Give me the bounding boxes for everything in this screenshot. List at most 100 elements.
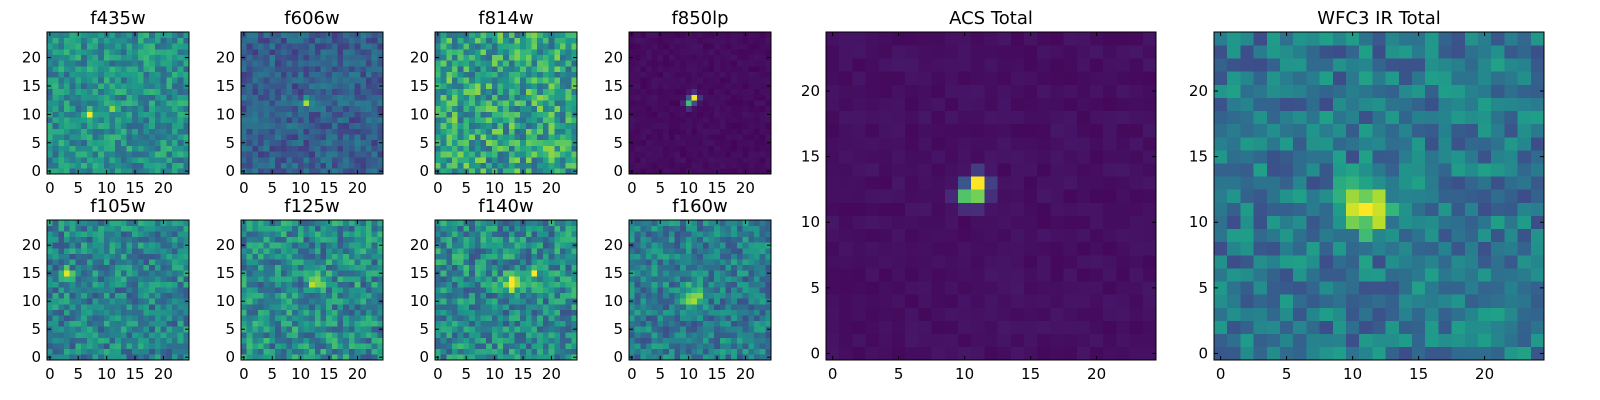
heatmap-cell <box>520 122 527 129</box>
heatmap-cell <box>565 348 572 355</box>
heatmap-cell <box>469 220 476 226</box>
heatmap-cell <box>731 309 738 316</box>
heatmap-cell <box>126 320 133 327</box>
heatmap-cell <box>171 242 178 249</box>
heatmap-cell <box>531 304 538 310</box>
heatmap-cell <box>343 225 350 232</box>
heatmap-cell <box>514 32 521 38</box>
heatmap-cell <box>177 162 184 169</box>
heatmap-cell <box>668 315 675 322</box>
heatmap-cell <box>69 139 76 146</box>
heatmap-cells <box>435 32 578 175</box>
heatmap-cell <box>634 88 641 95</box>
heatmap-cell <box>115 259 122 266</box>
heatmap-cell <box>177 105 184 112</box>
heatmap-cell <box>491 253 498 260</box>
heatmap-cell <box>92 134 99 141</box>
heatmap-cell <box>360 231 367 238</box>
heatmap-cell <box>565 54 572 61</box>
heatmap-cell <box>708 315 715 322</box>
heatmap-cell <box>303 320 310 327</box>
heatmap-cell <box>371 292 378 299</box>
heatmap-cell <box>309 343 316 350</box>
heatmap-cell <box>252 49 259 56</box>
heatmap-cell <box>166 304 173 310</box>
heatmap-cell <box>651 281 658 288</box>
heatmap-cell <box>246 315 253 322</box>
heatmap-cell <box>120 49 127 56</box>
heatmap-cell <box>166 66 173 73</box>
heatmap-cell <box>514 276 521 282</box>
heatmap-cell <box>92 60 99 67</box>
heatmap-cell <box>354 37 361 44</box>
heatmap-cell <box>292 32 299 38</box>
heatmap-cell <box>565 315 572 322</box>
heatmap-cell <box>103 37 110 44</box>
heatmap-cell <box>542 128 549 135</box>
heatmap-cell <box>337 248 344 254</box>
heatmap-cell <box>58 292 65 299</box>
heatmap-cell <box>668 168 675 175</box>
heatmap-cell <box>331 298 338 305</box>
heatmap-cell <box>474 60 481 67</box>
heatmap-cell <box>109 264 116 271</box>
heatmap-cell <box>663 320 670 327</box>
heatmap-cell <box>680 105 687 112</box>
heatmap-cell <box>320 248 327 254</box>
heatmap-cell <box>657 320 664 327</box>
heatmap-cell <box>486 259 493 266</box>
heatmap-cell <box>719 332 726 338</box>
heatmap-cell <box>514 128 521 135</box>
heatmap-cell <box>269 134 276 141</box>
heatmap-cell <box>183 105 190 112</box>
heatmap-cell <box>258 248 265 254</box>
heatmap-cell <box>377 49 384 56</box>
heatmap-cell <box>457 337 464 344</box>
heatmap-cell <box>292 248 299 254</box>
heatmap-cell <box>360 337 367 344</box>
heatmap-cell <box>64 248 71 254</box>
heatmap-cell <box>377 281 384 288</box>
heatmap-cell <box>92 49 99 56</box>
heatmap-cell <box>697 292 704 299</box>
heatmap-cell <box>331 139 338 146</box>
heatmap-cell <box>360 315 367 322</box>
heatmap-cell <box>503 77 510 84</box>
heatmap-cell <box>326 128 333 135</box>
heatmap-cell <box>241 315 247 322</box>
heatmap-cell <box>714 287 721 294</box>
heatmap-cell <box>263 220 270 226</box>
heatmap-cell <box>81 270 88 277</box>
heatmap-cell <box>252 162 259 169</box>
heatmap-cell <box>491 77 498 84</box>
heatmap-cell <box>657 304 664 310</box>
heatmap-cell <box>491 264 498 271</box>
heatmap-cell <box>542 354 549 361</box>
heatmap-cell <box>292 332 299 338</box>
x-tick-label: 0 <box>45 365 55 383</box>
heatmap-cell <box>548 332 555 338</box>
heatmap-cell <box>435 287 441 294</box>
heatmap-cell <box>634 304 641 310</box>
heatmap-cell <box>303 287 310 294</box>
heatmap-cell <box>86 111 93 118</box>
heatmap-cell <box>446 242 453 249</box>
heatmap-cell <box>759 304 766 310</box>
heatmap-cell <box>542 292 549 299</box>
heatmap-cell <box>668 343 675 350</box>
heatmap-cell <box>103 43 110 50</box>
heatmap-cell <box>446 168 453 175</box>
heatmap-cell <box>668 32 675 38</box>
heatmap-cell <box>343 337 350 344</box>
heatmap-cell <box>314 54 321 61</box>
heatmap-cell <box>748 54 755 61</box>
heatmap-cell <box>280 337 287 344</box>
heatmap-cell <box>531 343 538 350</box>
heatmap-cell <box>120 225 127 232</box>
heatmap-cell <box>725 117 732 124</box>
heatmap-cell <box>736 281 743 288</box>
heatmap-cell <box>486 253 493 260</box>
heatmap-cell <box>371 100 378 107</box>
heatmap-cell <box>565 248 572 254</box>
heatmap-cell <box>109 37 116 44</box>
